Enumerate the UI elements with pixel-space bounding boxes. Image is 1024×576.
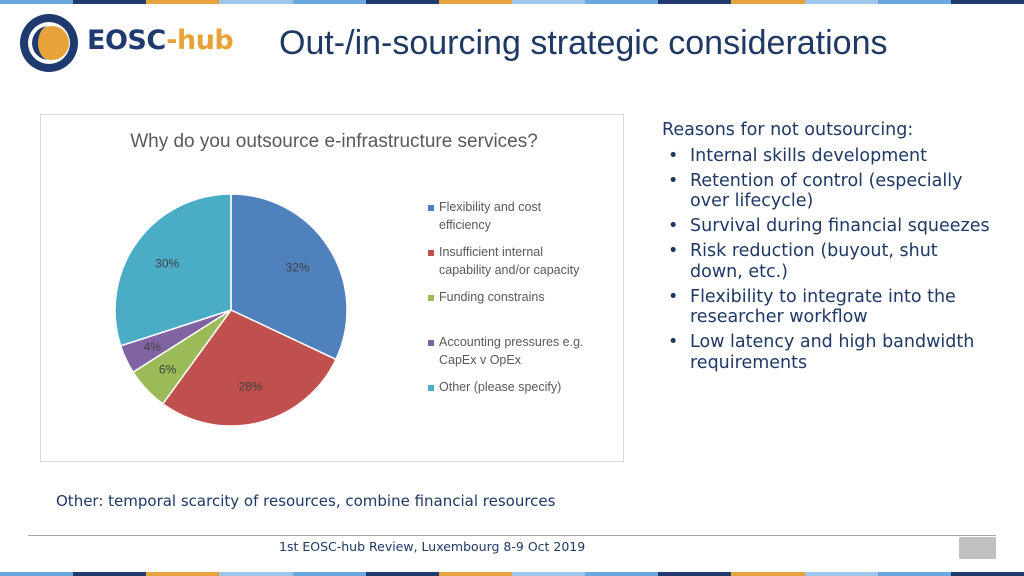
reason-item: Flexibility to integrate into the resear… [662, 287, 992, 328]
stripe-segment [658, 572, 732, 576]
legend-label: Funding constrains [439, 290, 545, 304]
stripe-segment [804, 572, 878, 576]
stripe-segment [365, 0, 439, 4]
legend-label: Other (please specify) [439, 380, 561, 394]
footer-divider [28, 535, 996, 536]
stripe-segment [438, 572, 512, 576]
legend-label: Accounting pressures e.g. [439, 335, 584, 349]
stripe-segment [731, 572, 805, 576]
stripe-segment [585, 0, 659, 4]
stripe-segment [438, 0, 512, 4]
legend-label: capability and/or capacity [439, 263, 580, 277]
stripe-segment [292, 0, 366, 4]
stripe-segment [146, 0, 220, 4]
reasons-heading: Reasons for not outsourcing: [662, 120, 914, 140]
stripe-segment [511, 0, 586, 4]
stripe-segment [877, 0, 951, 4]
stripe-segment [585, 572, 659, 576]
bottom-stripe [0, 572, 1024, 576]
legend-swatch [428, 250, 434, 256]
slice-data-label: 4% [144, 340, 162, 354]
legend-swatch [428, 385, 434, 391]
slice-data-label: 32% [286, 261, 310, 275]
stripe-segment [804, 0, 878, 4]
reason-item: Retention of control (especially over li… [662, 171, 992, 212]
logo-wordmark: EOSC-hub [87, 25, 234, 56]
stripe-segment [950, 572, 1024, 576]
logo-text-primary: EOSC [87, 25, 167, 56]
pie-slice [161, 309, 337, 427]
slice-data-label: 6% [159, 363, 177, 377]
footnote: Other: temporal scarcity of resources, c… [56, 492, 556, 510]
reason-item: Risk reduction (buyout, shut down, etc.) [662, 241, 992, 282]
stripe-segment [658, 0, 732, 4]
legend-label: Insufficient internal [439, 245, 543, 259]
top-stripe [0, 0, 1024, 4]
legend-swatch [428, 340, 434, 346]
reason-item: Survival during financial squeezes [662, 216, 992, 237]
legend-swatch [428, 295, 434, 301]
reasons-list: Internal skills development Retention of… [662, 146, 992, 374]
reason-item: Low latency and high bandwidth requireme… [662, 332, 992, 373]
stripe-segment [73, 572, 147, 576]
reason-item: Internal skills development [662, 146, 992, 167]
stripe-segment [511, 572, 586, 576]
page-number-box [959, 537, 996, 559]
stripe-segment [0, 0, 74, 4]
stripe-segment [292, 572, 366, 576]
logo-text-secondary: -hub [166, 25, 234, 56]
legend-label: efficiency [439, 218, 492, 232]
stripe-segment [950, 0, 1024, 4]
stripe-segment [365, 572, 439, 576]
footer-text: 1st EOSC-hub Review, Luxembourg 8-9 Oct … [279, 539, 586, 554]
slide-title: Out-/in-sourcing strategic consideration… [279, 24, 888, 62]
pie-chart-panel: Why do you outsource e-infrastructure se… [40, 114, 624, 462]
legend-label: Flexibility and cost [439, 200, 542, 214]
slice-data-label: 30% [155, 257, 179, 271]
stripe-segment [73, 0, 147, 4]
stripe-segment [146, 572, 220, 576]
pie-chart: Why do you outsource e-infrastructure se… [114, 131, 584, 427]
stripe-segment [219, 572, 293, 576]
stripe-segment [731, 0, 805, 4]
slice-data-label: 28% [239, 379, 263, 393]
chart-title: Why do you outsource e-infrastructure se… [130, 131, 538, 152]
legend-swatch [428, 205, 434, 211]
eosc-hub-logo-icon [20, 14, 78, 72]
stripe-segment [0, 572, 74, 576]
reasons-panel: Reasons for not outsourcing: Internal sk… [662, 120, 992, 378]
eosc-hub-logo: EOSC-hub [19, 13, 239, 73]
stripe-segment [219, 0, 293, 4]
legend-label: CapEx v OpEx [439, 353, 522, 367]
stripe-segment [877, 572, 951, 576]
pie-slice [114, 193, 232, 347]
pie-slice [230, 193, 348, 361]
